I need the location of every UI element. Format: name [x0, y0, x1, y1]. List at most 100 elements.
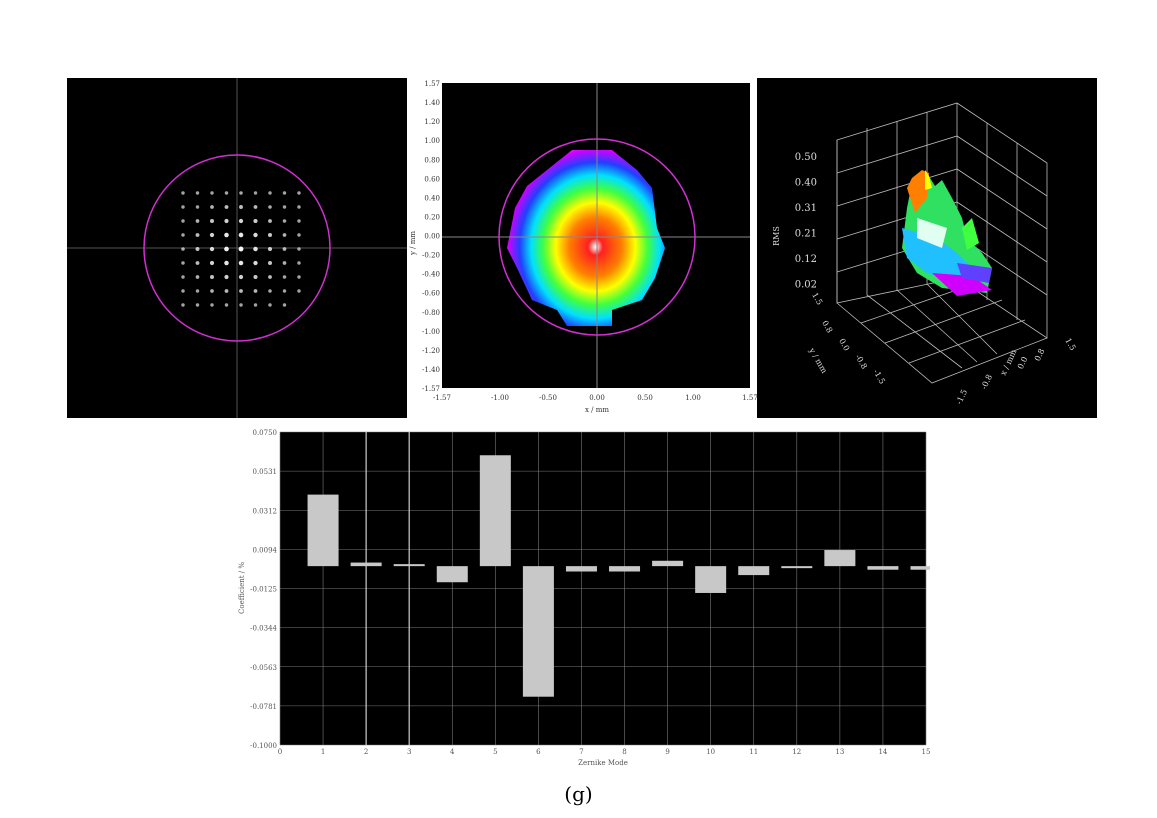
chart-bar	[695, 566, 727, 593]
spot-dot	[209, 232, 215, 238]
pupil-circle	[143, 154, 331, 342]
spot-dot	[181, 205, 185, 209]
wavefront-y-tick: 0.00	[424, 233, 440, 241]
chart-bar	[824, 550, 856, 567]
spot-pattern-image	[67, 78, 407, 418]
chart-bar	[522, 566, 554, 697]
chart-y-tick: -0.0344	[250, 625, 277, 633]
chart-x-tick: 10	[706, 748, 715, 756]
spot-dot	[195, 205, 200, 209]
spot-dot	[282, 303, 287, 307]
spot-dot	[267, 260, 273, 266]
spot-dot	[210, 191, 214, 195]
surface-z-tick: 0.31	[795, 203, 817, 214]
wavefront-y-tick: 1.40	[424, 99, 440, 107]
surface-x-tick: -1.5	[954, 388, 969, 406]
chart-x-tick: 11	[749, 748, 758, 756]
chart-x-tick: 0	[278, 748, 282, 756]
chart-y-tick: -0.1000	[250, 742, 277, 750]
chart-x-tick: 3	[407, 748, 411, 756]
spot-dot	[297, 219, 301, 223]
wavefront-x-tick: 1.00	[685, 394, 701, 402]
chart-y-tick: -0.0781	[250, 703, 277, 711]
chart-x-tick: 7	[579, 748, 583, 756]
spot-dot	[239, 205, 243, 209]
surface-z-tick: 0.21	[795, 229, 817, 240]
surface-y-tick: -1.5	[871, 368, 887, 386]
spot-dot	[195, 303, 200, 307]
spot-dot	[282, 275, 287, 279]
surface-3d-grid-box	[836, 102, 1048, 384]
spot-dot	[195, 233, 200, 237]
spot-dot	[238, 274, 244, 280]
wavefront-y-tick: 1.00	[424, 137, 440, 145]
chart-bar	[350, 562, 382, 567]
spot-dot	[224, 205, 229, 209]
spot-dot	[239, 191, 243, 195]
spot-dot	[297, 205, 301, 209]
surface-z-tick: 0.40	[795, 178, 817, 189]
wavefront-y-tick: -0.80	[422, 309, 440, 317]
surface-y-tick: 1.5	[810, 291, 824, 307]
spot-dot	[297, 289, 301, 293]
surface-3d-plot: 0.500.400.310.210.120.02 RMS 1.50.80.0-0…	[772, 102, 1077, 406]
chart-y-label: Coefficient / %	[238, 562, 246, 614]
spot-dot	[253, 289, 258, 293]
chart-x-tick: 14	[878, 748, 887, 756]
surface-z-label: RMS	[772, 226, 781, 246]
spot-dot	[195, 289, 200, 293]
spot-dot	[282, 191, 287, 195]
wavefront-x-tick: 0.50	[637, 394, 653, 402]
spot-dot	[253, 218, 258, 224]
chart-y-tick: 0.0531	[253, 468, 278, 476]
chart-x-tick: 6	[536, 748, 541, 756]
wavefront-pupil-circle	[498, 138, 696, 336]
spot-dot	[268, 275, 272, 279]
wavefront-y-tick: 0.60	[424, 175, 440, 183]
chart-bar	[436, 566, 468, 583]
wavefront-y-tick: 0.40	[424, 194, 440, 202]
spot-dot	[195, 275, 200, 279]
wavefront-x-tick: -1.00	[491, 394, 509, 402]
spot-dot	[282, 233, 287, 237]
spot-dot	[224, 274, 229, 280]
spot-dot	[253, 232, 258, 238]
spot-dot	[195, 191, 200, 195]
wavefront-x-tick: -1.57	[433, 394, 451, 402]
wavefront-y-tick: -0.40	[422, 271, 440, 279]
spot-dot	[268, 191, 272, 195]
spot-dot	[282, 205, 287, 209]
surface-z-tick: 0.12	[795, 254, 817, 265]
spot-dot	[209, 260, 215, 266]
chart-bar	[479, 455, 511, 567]
spot-dot	[253, 274, 258, 280]
chart-x-tick: 2	[364, 748, 368, 756]
chart-y-tick: 0.0312	[253, 507, 278, 515]
spot-dot	[282, 289, 287, 293]
chart-bar	[867, 566, 899, 570]
spot-dot	[181, 289, 185, 293]
spot-dot	[224, 232, 229, 238]
spot-dot	[297, 233, 301, 237]
spot-dot	[224, 260, 229, 266]
spot-dot	[195, 261, 200, 265]
wavefront-y-tick: 0.80	[424, 156, 440, 164]
chart-bar	[738, 566, 770, 576]
spot-dot	[210, 205, 214, 209]
chart-x-tick: 1	[321, 748, 325, 756]
spot-dot	[282, 247, 287, 251]
wavefront-map: 1.57 1.40 1.20 1.00 0.80 0.60 0.40 0.20 0.00 -0.2…	[409, 80, 757, 414]
spot-dot	[181, 219, 185, 223]
chart-y-tick: 0.0750	[253, 429, 278, 437]
wavefront-y-tick: -1.57	[422, 385, 440, 393]
wavefront-y-tick: -0.60	[422, 290, 440, 298]
surface-3d-panel: 0.50 0.40 0.31 0.21 0.12 0.02 RMS 1.5 0.8 0.0 -0…	[757, 78, 1097, 418]
surface-y-label: y / mm	[807, 346, 829, 376]
wavefront-x-label: x / mm	[585, 406, 609, 414]
spot-dot	[210, 219, 214, 223]
spot-dot	[224, 303, 229, 307]
wavefront-y-tick: -1.20	[422, 347, 440, 355]
spot-dot	[210, 303, 214, 307]
spot-dot	[239, 289, 243, 293]
chart-x-tick: 8	[622, 748, 626, 756]
